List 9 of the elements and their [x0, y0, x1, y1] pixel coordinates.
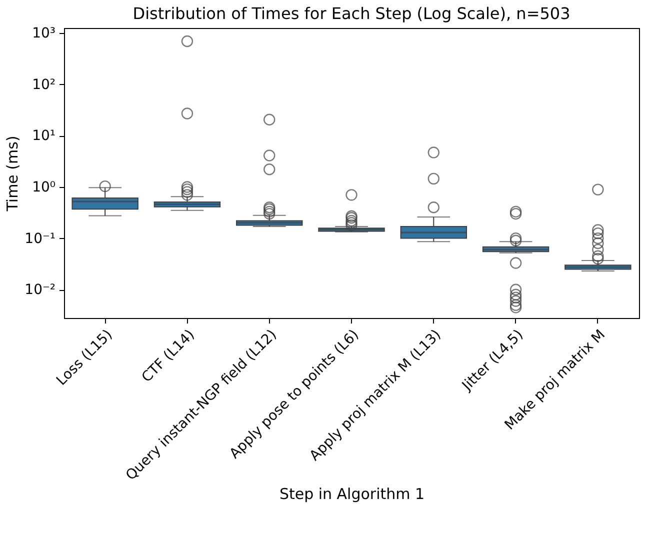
y-axis-title: Time (ms): [4, 136, 22, 212]
chart-title: Distribution of Times for Each Step (Log Scale), n=503: [132, 4, 570, 23]
y-tick-label: 10²: [32, 76, 56, 93]
y-tick-label: 10³: [32, 25, 56, 42]
y-tick-label: 10¹: [32, 128, 56, 144]
x-axis-title: Step in Algorithm 1: [279, 485, 425, 504]
y-tick-label: 10⁻¹: [24, 230, 56, 247]
y-tick-label: 10⁰: [32, 179, 56, 196]
y-tick-label: 10⁻²: [24, 282, 56, 298]
